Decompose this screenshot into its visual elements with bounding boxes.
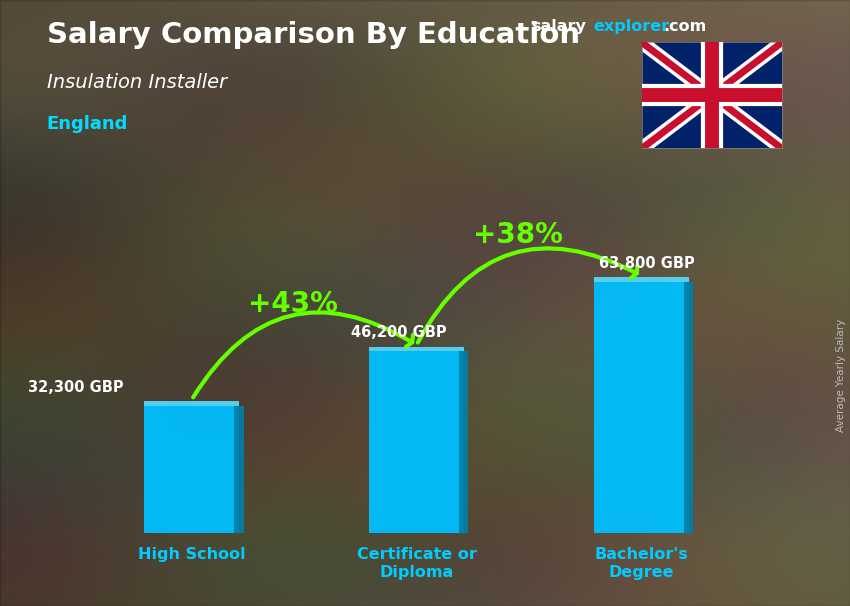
Text: .com: .com bbox=[663, 19, 706, 35]
Text: 46,200 GBP: 46,200 GBP bbox=[351, 325, 447, 341]
Bar bbox=[234, 406, 244, 533]
Bar bbox=[144, 401, 239, 406]
Text: explorer: explorer bbox=[593, 19, 670, 35]
Text: Salary Comparison By Education: Salary Comparison By Education bbox=[47, 21, 580, 49]
Bar bbox=[594, 277, 688, 282]
FancyArrowPatch shape bbox=[193, 312, 413, 398]
Text: 63,800 GBP: 63,800 GBP bbox=[598, 256, 694, 271]
Bar bbox=[369, 347, 464, 351]
Bar bbox=[369, 351, 464, 533]
Text: +38%: +38% bbox=[473, 221, 563, 248]
Bar bbox=[459, 351, 468, 533]
Bar bbox=[144, 406, 239, 533]
Text: 32,300 GBP: 32,300 GBP bbox=[27, 380, 123, 395]
Text: salary: salary bbox=[531, 19, 586, 35]
Text: England: England bbox=[47, 115, 128, 133]
FancyArrowPatch shape bbox=[418, 248, 638, 342]
Bar bbox=[594, 282, 688, 533]
Text: Insulation Installer: Insulation Installer bbox=[47, 73, 227, 92]
Text: Average Yearly Salary: Average Yearly Salary bbox=[836, 319, 846, 432]
Text: +43%: +43% bbox=[248, 290, 337, 318]
Bar bbox=[684, 282, 694, 533]
